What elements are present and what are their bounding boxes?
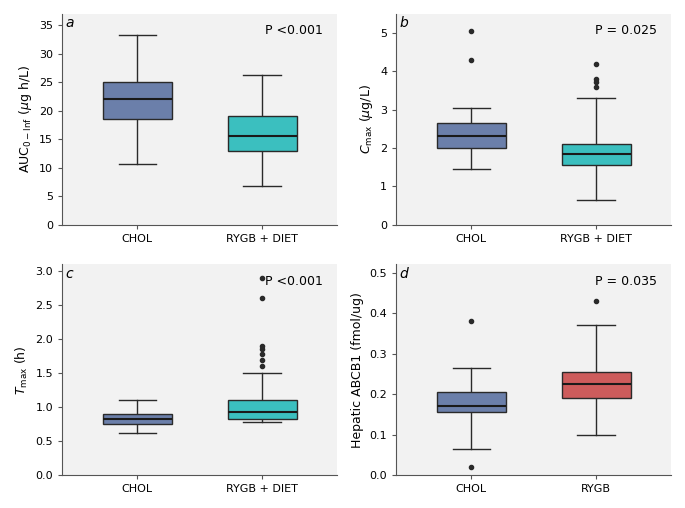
Text: P = 0.025: P = 0.025 bbox=[595, 24, 658, 38]
Text: b: b bbox=[399, 16, 408, 30]
Bar bbox=[437, 123, 506, 148]
Text: P = 0.035: P = 0.035 bbox=[595, 275, 658, 288]
Text: a: a bbox=[65, 16, 73, 30]
Bar bbox=[228, 400, 297, 420]
Bar bbox=[103, 82, 172, 119]
Text: P <0.001: P <0.001 bbox=[266, 275, 323, 288]
Text: d: d bbox=[399, 267, 408, 280]
Text: c: c bbox=[65, 267, 73, 280]
Bar bbox=[562, 372, 630, 398]
Y-axis label: Hepatic ABCB1 (fmol/ug): Hepatic ABCB1 (fmol/ug) bbox=[351, 292, 364, 448]
Y-axis label: $T_\mathrm{max}$ (h): $T_\mathrm{max}$ (h) bbox=[14, 345, 30, 395]
Bar bbox=[228, 116, 297, 150]
Bar bbox=[103, 414, 172, 424]
Bar bbox=[437, 392, 506, 412]
Y-axis label: $C_\mathrm{max}$ ($\mu$g/L): $C_\mathrm{max}$ ($\mu$g/L) bbox=[358, 84, 375, 154]
Text: P <0.001: P <0.001 bbox=[266, 24, 323, 38]
Bar bbox=[562, 144, 630, 165]
Y-axis label: AUC$_{0-\mathrm{Inf}}$ ($\mu$g h/L): AUC$_{0-\mathrm{Inf}}$ ($\mu$g h/L) bbox=[16, 65, 34, 173]
